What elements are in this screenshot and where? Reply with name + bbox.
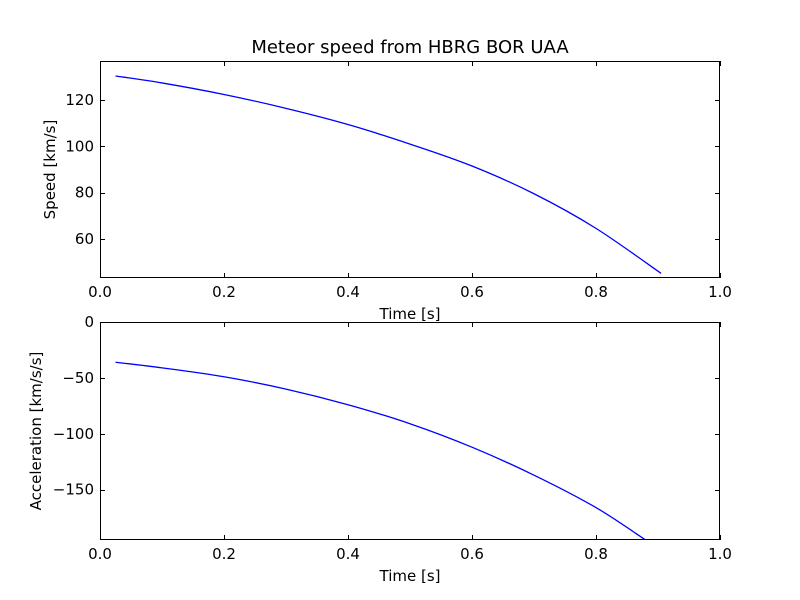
acceleration-x-tick-label: 0.4 bbox=[336, 545, 360, 563]
speed-y-tick-label: 60 bbox=[75, 230, 94, 248]
speed-y-tick-label: 100 bbox=[65, 137, 94, 155]
speed-x-tick-label: 0.0 bbox=[88, 283, 112, 301]
speed-y-axis-label: Speed [km/s] bbox=[41, 120, 59, 220]
acceleration-y-axis-label: Acceleration [km/s/s] bbox=[27, 352, 45, 511]
speed-y-tick-label: 80 bbox=[75, 184, 94, 202]
acceleration-axes-frame bbox=[100, 322, 720, 540]
speed-y-tick-label: 120 bbox=[65, 91, 94, 109]
speed-series-line bbox=[115, 75, 662, 274]
acceleration-y-tick-label: −50 bbox=[62, 369, 94, 387]
acceleration-series-line bbox=[115, 361, 646, 540]
acceleration-y-tick-label: −100 bbox=[53, 425, 94, 443]
speed-x-tick-label: 0.2 bbox=[212, 283, 236, 301]
acceleration-x-tick-label: 0.6 bbox=[460, 545, 484, 563]
acceleration-x-tick-label: 1.0 bbox=[708, 545, 732, 563]
speed-x-tick-label: 0.6 bbox=[460, 283, 484, 301]
speed-plot: 0.0 0.2 0.4 0.6 0.8 1.0 60 80 100 120 Time [s] Spee… bbox=[41, 61, 732, 323]
speed-x-tick-label: 1.0 bbox=[708, 283, 732, 301]
acceleration-x-tick-label: 0.8 bbox=[584, 545, 608, 563]
acceleration-x-tick-label: 0.2 bbox=[212, 545, 236, 563]
speed-x-tick-label: 0.8 bbox=[584, 283, 608, 301]
speed-axes-frame bbox=[100, 61, 720, 278]
top-chart-title: Meteor speed from HBRG BOR UAA bbox=[251, 37, 569, 58]
acceleration-plot: 0.0 0.2 0.4 0.6 0.8 1.0 0 −50 −100 −150 Time [s] Ac… bbox=[27, 313, 732, 585]
acceleration-y-tick-label: 0 bbox=[84, 313, 94, 331]
speed-x-axis-label: Time [s] bbox=[379, 305, 441, 323]
acceleration-x-axis-label: Time [s] bbox=[379, 567, 441, 585]
acceleration-y-tick-label: −150 bbox=[53, 481, 94, 499]
acceleration-x-tick-label: 0.0 bbox=[88, 545, 112, 563]
speed-x-tick-label: 0.4 bbox=[336, 283, 360, 301]
